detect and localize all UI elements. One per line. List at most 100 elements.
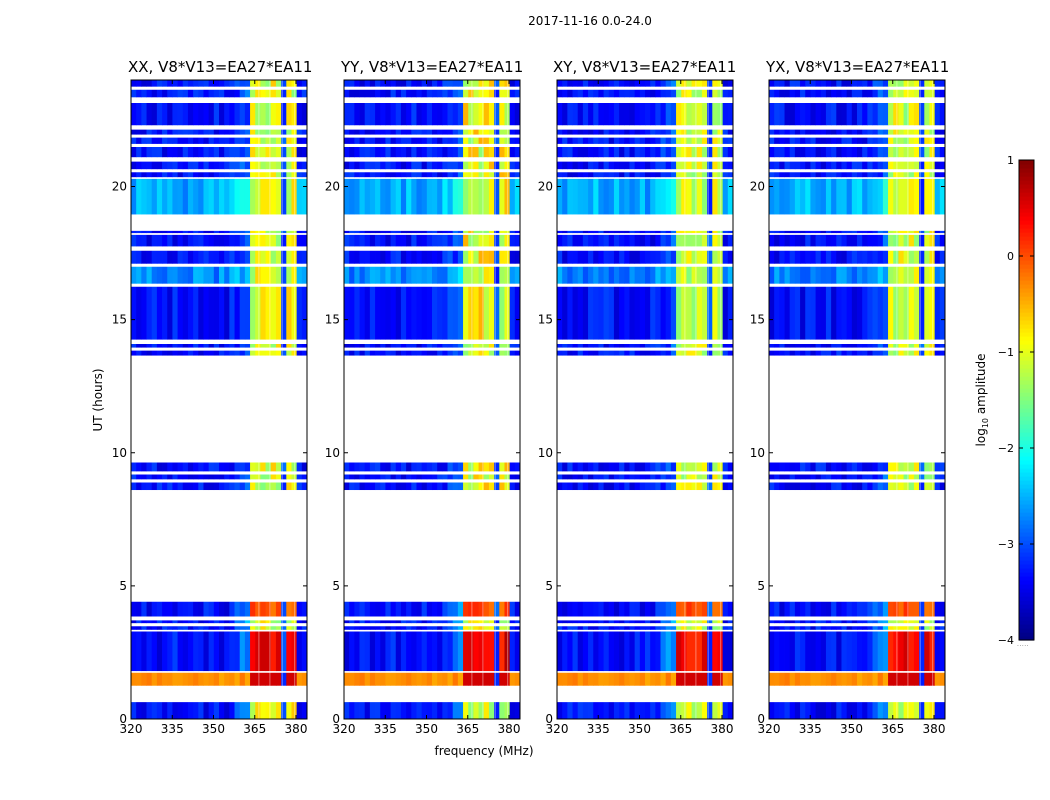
heatmap-cell (182, 286, 189, 340)
heatmap-cell (712, 146, 718, 158)
heatmap-cell (224, 462, 230, 472)
heatmap-cell (483, 89, 490, 98)
heatmap-cell (213, 178, 220, 215)
heatmap-cell (691, 234, 698, 247)
heatmap-cell (349, 178, 355, 215)
heatmap-cell (655, 146, 661, 158)
heatmap-cell (836, 350, 842, 356)
heatmap-cell (934, 462, 941, 472)
heatmap-cell (182, 462, 189, 472)
heatmap-cell (499, 146, 505, 158)
heatmap-cell (929, 102, 936, 126)
heatmap-cell (779, 230, 785, 234)
heatmap-cell (301, 462, 308, 472)
heatmap-cell (857, 102, 863, 126)
heatmap-cell (557, 350, 563, 356)
heatmap-cell (908, 178, 915, 215)
heatmap-cell (660, 80, 667, 87)
heatmap-cell (577, 161, 584, 170)
heatmap-cell (349, 625, 355, 630)
heatmap-cell (463, 286, 469, 340)
heatmap-cell (903, 161, 910, 170)
heatmap-cell (815, 230, 822, 234)
heatmap-cell (851, 250, 858, 264)
heatmap-cell (934, 146, 941, 158)
heatmap-cell (239, 161, 246, 170)
heatmap-cell (722, 129, 729, 135)
heatmap-cell (442, 462, 448, 472)
heatmap-cell (411, 230, 417, 234)
heatmap-cell (810, 631, 816, 672)
heatmap-cell (400, 161, 407, 170)
heatmap-cell (593, 234, 599, 247)
heatmap-cell (857, 266, 863, 284)
heatmap-cell (255, 178, 261, 215)
heatmap-cell (789, 601, 796, 617)
heatmap-cell (665, 619, 672, 624)
heatmap-cell (182, 146, 189, 158)
colorbar-segment (1019, 372, 1034, 377)
heatmap-cell (281, 250, 287, 264)
heatmap-cell (851, 171, 858, 178)
heatmap-cell (810, 474, 816, 480)
heatmap-cell (686, 161, 692, 170)
heatmap-cell (224, 178, 230, 215)
heatmap-cell (141, 462, 147, 472)
heatmap-cell (707, 129, 713, 135)
heatmap-cell (882, 619, 889, 624)
heatmap-cell (800, 178, 806, 215)
heatmap-cell (645, 250, 651, 264)
heatmap-cell (483, 482, 490, 491)
heatmap-cell (670, 701, 677, 719)
heatmap-cell (390, 102, 397, 126)
heatmap-cell (939, 137, 946, 144)
heatmap-cell (696, 631, 703, 672)
heatmap-cell (437, 350, 443, 356)
heatmap-cell (582, 171, 589, 178)
heatmap-cell (722, 250, 729, 264)
heatmap-cell (929, 343, 936, 348)
heatmap-cell (187, 350, 194, 356)
heatmap-cell (634, 625, 641, 630)
heatmap-cell (629, 137, 636, 144)
heatmap-cell (406, 80, 412, 87)
heatmap-cell (929, 631, 936, 672)
heatmap-cell (385, 89, 391, 98)
heatmap-cell (707, 80, 713, 87)
heatmap-cell (390, 343, 397, 348)
heatmap-cell (665, 102, 672, 126)
heatmap-cell (789, 89, 796, 98)
heatmap-cell (390, 631, 397, 672)
heatmap-cell (557, 474, 563, 480)
heatmap-cell (593, 350, 599, 356)
heatmap-cell (939, 146, 946, 158)
heatmap-cell (359, 266, 366, 284)
heatmap-cell (250, 80, 256, 87)
colorbar-segment (1019, 608, 1034, 613)
heatmap-cell (359, 482, 366, 491)
heatmap-cell (478, 266, 485, 284)
heatmap-cell (442, 625, 448, 630)
heatmap-cell (504, 482, 511, 491)
heatmap-cell (582, 102, 589, 126)
heatmap-cell (810, 286, 816, 340)
heatmap-cell (691, 343, 698, 348)
heatmap-cell (229, 250, 235, 264)
heatmap-cell (400, 178, 407, 215)
heatmap-cell (473, 230, 479, 234)
heatmap-cell (203, 234, 210, 247)
heatmap-cell (593, 171, 599, 178)
heatmap-cell (557, 178, 563, 215)
heatmap-cell (172, 129, 178, 135)
heatmap-cell (463, 89, 469, 98)
heatmap-cell (432, 129, 438, 135)
heatmap-cell (934, 161, 941, 170)
heatmap-cell (805, 234, 811, 247)
heatmap-cell (281, 625, 287, 630)
heatmap-cell (603, 137, 610, 144)
heatmap-cell (696, 601, 703, 617)
heatmap-cell (841, 161, 848, 170)
heatmap-cell (727, 171, 734, 178)
heatmap-cell (779, 631, 785, 672)
y-tick-label: 15 (112, 313, 127, 327)
